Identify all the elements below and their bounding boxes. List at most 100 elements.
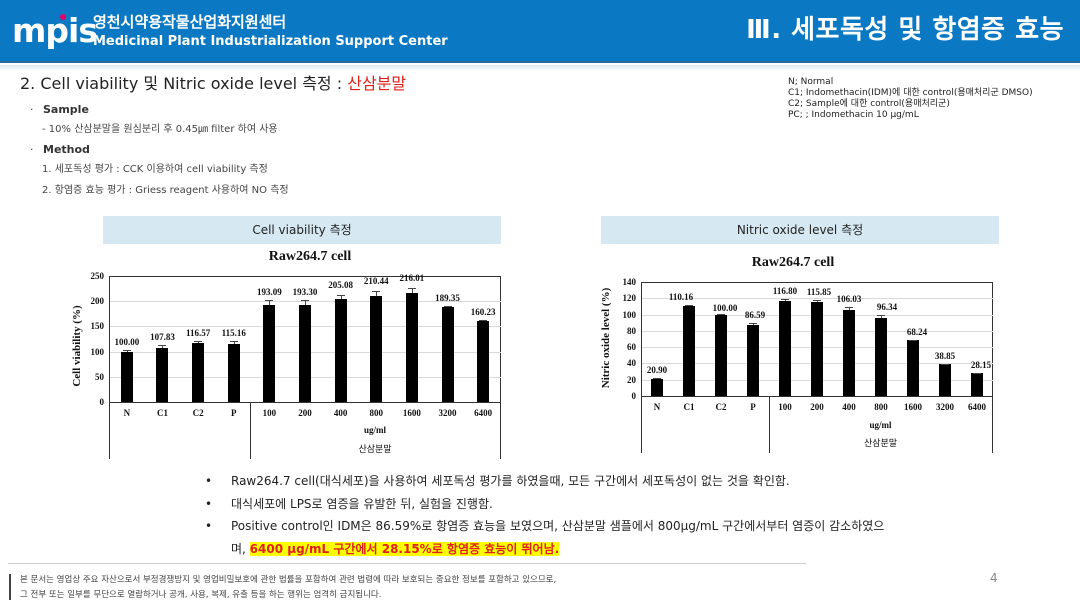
method-item: 2. 항염증 효능 평가 : Griess reagent 사용하여 NO 측정	[42, 185, 289, 196]
sample-label: Sample	[43, 103, 89, 116]
notice-line: 본 문서는 영업상 주요 자산으로서 부정경쟁방지 및 영업비밀보호에 관한 법…	[20, 575, 557, 585]
bar-value-label: 106.03	[836, 294, 862, 305]
page-number: 4	[990, 571, 998, 585]
bar-value-label: 100.00	[114, 337, 140, 348]
error-bar	[881, 315, 882, 318]
error-cap	[372, 291, 381, 293]
bar	[683, 306, 695, 396]
summary-continuation-prefix: 며,	[231, 542, 250, 556]
bar	[263, 304, 276, 402]
summary-item: Positive control인 IDM은 86.59%로 항염증 효능을 보…	[231, 519, 885, 533]
bar-value-label: 189.35	[435, 292, 460, 303]
bar-value-label: 96.34	[876, 302, 898, 313]
bar-value-label: 193.09	[256, 287, 282, 298]
y-tick-label: 20	[627, 374, 636, 385]
y-tick-label: 0	[631, 391, 637, 401]
method-label: Method	[43, 143, 90, 156]
error-bar	[269, 300, 271, 305]
error-bar	[376, 291, 378, 296]
x-tick-label: N	[123, 408, 131, 418]
nitric-oxide-chart: Raw264.7 cell Nitric oxide level (%) 0 20…	[590, 244, 1010, 459]
bar	[405, 293, 418, 402]
bullet-icon: •	[205, 497, 213, 511]
y-tick-label: 40	[627, 358, 636, 369]
error-cap	[717, 314, 725, 316]
cell-viability-chart: Raw264.7 cell Cell viability (%) 0 50 100 1…	[60, 244, 510, 459]
error-bar	[198, 340, 200, 344]
bar-value-label: 205.08	[328, 279, 353, 290]
x-tick-label: 200	[298, 408, 312, 418]
bar	[779, 300, 791, 396]
x-tick-label: 1600	[402, 408, 421, 418]
bar-value-label: 86.59	[744, 310, 766, 321]
abbreviation-legend: N; Normal C1; Indomethacin(IDM)에 대한 cont…	[788, 77, 1033, 121]
logo-dot-icon	[60, 14, 66, 20]
error-cap	[479, 319, 488, 321]
bullet-icon: •	[205, 474, 213, 488]
x-tick-label: 400	[842, 402, 856, 412]
y-tick-label: 250	[90, 271, 105, 281]
y-tick-label: 60	[627, 342, 636, 353]
bar-value-label: 20.90	[646, 365, 668, 376]
y-tick-label: 100	[622, 309, 637, 320]
mpis-logo: mpis	[12, 11, 98, 50]
y-tick-label: 140	[622, 277, 637, 287]
x-tick-label: C2	[192, 408, 204, 418]
bullet-icon: ·	[30, 143, 34, 156]
error-cap	[813, 300, 821, 302]
error-cap	[229, 340, 238, 342]
bar	[334, 298, 347, 402]
bar	[120, 351, 133, 402]
x-tick-label: 800	[874, 402, 888, 412]
bar-value-label: 68.24	[906, 326, 928, 337]
x-tick-label: 3200	[936, 402, 954, 412]
x-axis-group-label: 산삼분말	[863, 439, 898, 449]
bar	[477, 321, 490, 402]
footer-accent-bar	[9, 574, 11, 600]
bar-value-label: 210.44	[363, 276, 389, 287]
x-tick-label: 6400	[968, 402, 986, 412]
bar	[651, 378, 663, 396]
method-item: 1. 세포독성 평가 : CCK 이용하여 cell viability 측정	[42, 164, 268, 175]
error-bar	[849, 307, 850, 310]
x-axis-divider	[769, 397, 770, 453]
header-banner: mpis 영천시약용작물산업화지원센터 Medicinal Plant Indu…	[0, 0, 1080, 63]
legend-item: PC; ; Indomethacin 10 μg/mL	[788, 110, 919, 120]
bullet-icon: ·	[30, 103, 34, 116]
bar	[811, 301, 823, 396]
y-tick-label: 100	[90, 346, 105, 357]
bar	[192, 343, 205, 402]
bar-value-label: 116.57	[185, 327, 211, 338]
page-title-accent: 산삼분말	[347, 74, 407, 93]
x-tick-label: C2	[715, 402, 727, 412]
bar-value-label: 160.23	[470, 306, 496, 317]
x-axis-divider	[109, 403, 110, 459]
bar-value-label: 110.16	[668, 292, 694, 303]
chart-title: Raw264.7 cell	[751, 255, 835, 270]
x-axis-divider	[992, 397, 993, 453]
legend-item: C2; Sample에 대한 control(용매처리군)	[788, 99, 950, 109]
bullet-icon: •	[205, 519, 213, 533]
bar	[907, 340, 919, 396]
y-tick-label: 80	[627, 325, 636, 336]
bar-value-label: 28.15	[970, 359, 992, 370]
error-cap	[909, 339, 917, 341]
gridline	[642, 298, 993, 300]
y-tick-label: 200	[90, 296, 105, 307]
error-bar	[753, 323, 754, 326]
bar-value-label: 115.16	[221, 327, 246, 338]
section-title: Ⅲ. 세포독성 및 항염증 효능	[746, 15, 1064, 45]
footer-divider	[8, 563, 806, 564]
bar	[939, 364, 951, 396]
x-axis-divider	[500, 403, 501, 459]
error-bar	[411, 288, 413, 294]
chart-title: Raw264.7 cell	[268, 249, 352, 264]
x-tick-label: 200	[810, 402, 824, 412]
bar	[747, 325, 759, 396]
header-shadow	[0, 65, 1080, 71]
summary-item: 대식세포에 LPS로 염증을 유발한 뒤, 실험을 진행함.	[231, 497, 493, 511]
bar	[299, 304, 311, 402]
error-cap	[336, 294, 345, 296]
x-tick-label: 400	[333, 408, 348, 418]
x-axis-unit: ug/ml	[869, 420, 892, 430]
